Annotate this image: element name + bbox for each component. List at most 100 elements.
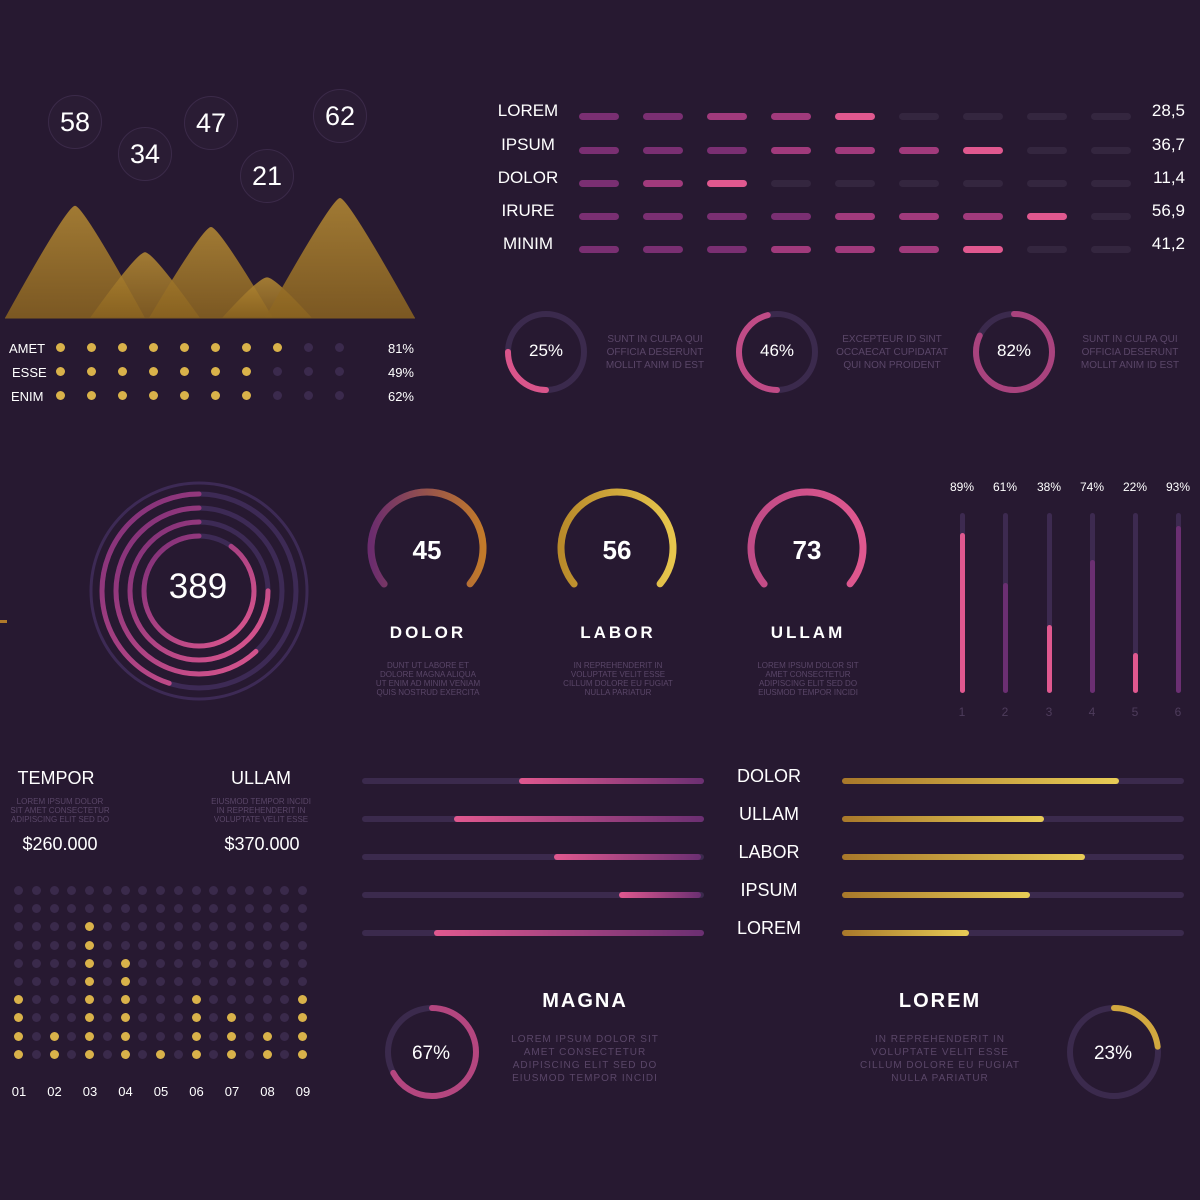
dot-row-dot: [56, 343, 65, 352]
dot-grid-dot: [209, 904, 219, 914]
segment-row-value: 56,9: [1151, 201, 1185, 220]
vertical-bar-label: 38%: [1036, 480, 1062, 494]
dot-row-dot: [149, 343, 158, 352]
dot-grid-dot: [191, 1013, 201, 1023]
dot-grid-dot: [280, 904, 290, 914]
segment-bar: [835, 213, 875, 220]
gauge-value: 56: [602, 535, 632, 565]
gauge-title: DOLOR: [389, 623, 467, 642]
dot-grid-dot: [14, 977, 23, 986]
dot-grid-dot: [298, 1031, 307, 1041]
dot-grid-category: 03: [82, 1084, 98, 1099]
dot-grid-category: 01: [11, 1084, 27, 1099]
dot-grid-dot: [262, 1031, 272, 1041]
dot-grid-dot: [262, 995, 272, 1005]
segment-bar: [643, 113, 683, 120]
dot-grid-dot: [298, 1049, 307, 1059]
segment-bar: [1027, 213, 1067, 220]
dot-grid-dot: [191, 1049, 201, 1059]
dot-grid-dot: [156, 1049, 165, 1059]
dot-row-dot: [180, 391, 189, 400]
segment-bar: [835, 147, 875, 154]
dot-grid-dot: [262, 886, 272, 895]
dot-grid-dot: [209, 1031, 219, 1041]
dot-grid-dot: [102, 1031, 112, 1041]
dot-row-dot: [273, 367, 282, 376]
dot-grid-dot: [102, 995, 112, 1005]
concentric-track: [89, 481, 309, 701]
dot-grid-dot: [14, 904, 23, 914]
dot-grid-dot: [67, 1031, 77, 1041]
segment-bar: [707, 147, 747, 154]
dot-grid-dot: [102, 1049, 112, 1059]
dot-grid-dot: [49, 977, 59, 986]
dot-grid-dot: [244, 922, 254, 932]
dot-grid-dot: [138, 1049, 148, 1059]
segment-bar: [1091, 180, 1131, 187]
dot-grid-dot: [191, 940, 201, 950]
ring-value: 25%: [528, 341, 564, 360]
gold-bar-label: LABOR: [738, 842, 800, 862]
dot-grid-dot: [102, 977, 112, 986]
dot-grid-dot: [244, 995, 254, 1005]
dot-grid-dot: [67, 977, 77, 986]
dot-row-dot: [242, 343, 251, 352]
dot-row-dot: [335, 343, 344, 352]
dot-grid-dot: [67, 940, 77, 950]
ring-value: 67%: [411, 1043, 451, 1064]
dot-grid-dot: [298, 995, 307, 1005]
dot-grid-dot: [298, 940, 307, 950]
dot-grid-category: 08: [260, 1084, 275, 1099]
dot-grid-dot: [227, 1049, 236, 1059]
dot-grid-dot: [209, 1049, 219, 1059]
segment-bar: [1091, 246, 1131, 253]
gold-bar-label: IPSUM: [740, 880, 798, 900]
dot-grid-dot: [138, 1031, 148, 1041]
magna-title: MAGNA: [542, 990, 628, 1012]
dot-grid-dot: [120, 922, 130, 932]
vertical-bar-category: 5: [1131, 705, 1139, 719]
dot-grid-dot: [14, 886, 23, 895]
dot-grid-dot: [298, 958, 307, 968]
peak-bubble: 62: [313, 89, 367, 143]
ring-chart: [1067, 1005, 1161, 1099]
dot-row-dot: [118, 391, 127, 400]
dot-grid-dot: [67, 922, 77, 932]
dot-grid-dot: [173, 977, 183, 986]
dot-grid-dot: [173, 958, 183, 968]
vertical-bar-track: [1047, 513, 1052, 693]
dot-grid-dot: [191, 886, 201, 895]
dot-grid-category: 07: [224, 1084, 240, 1099]
dot-grid-dot: [49, 1031, 59, 1041]
finance-title: TEMPOR: [17, 768, 95, 788]
concentric-arc: [141, 533, 257, 649]
dot-row-dot: [180, 343, 189, 352]
dot-grid-dot: [120, 1031, 130, 1041]
dot-grid-dot: [49, 1013, 59, 1023]
vertical-bar-category: 6: [1174, 705, 1182, 719]
segment-bar: [1027, 147, 1067, 154]
peak-bubble: 21: [240, 149, 294, 203]
segment-bar: [899, 147, 939, 154]
segment-bar: [963, 180, 1003, 187]
dot-row-label: ENIM: [11, 389, 44, 404]
gold-bar-label: DOLOR: [736, 766, 801, 786]
ring-chart: [505, 311, 587, 393]
segment-row-value: 28,5: [1151, 101, 1185, 120]
dot-grid-dot: [156, 1013, 165, 1023]
gauge-title: LABOR: [580, 623, 656, 642]
finance-amount: $260.000: [22, 834, 98, 854]
vertical-bar-track: [1133, 513, 1138, 693]
range-bar: [454, 816, 704, 822]
segment-bar: [899, 180, 939, 187]
gauge-text: LOREM IPSUM DOLOR SIT AMET CONSECTETUR ADI…: [757, 661, 859, 697]
segment-bar: [707, 180, 747, 187]
dot-grid-dot: [156, 995, 165, 1005]
gauge-value: 45: [412, 535, 442, 565]
concentric-arc: [99, 491, 299, 691]
dot-grid-dot: [244, 940, 254, 950]
concentric-arc: [113, 505, 285, 677]
dot-grid-dot: [209, 886, 219, 895]
dot-grid-dot: [227, 922, 236, 932]
vertical-bar-label: 93%: [1165, 480, 1191, 494]
